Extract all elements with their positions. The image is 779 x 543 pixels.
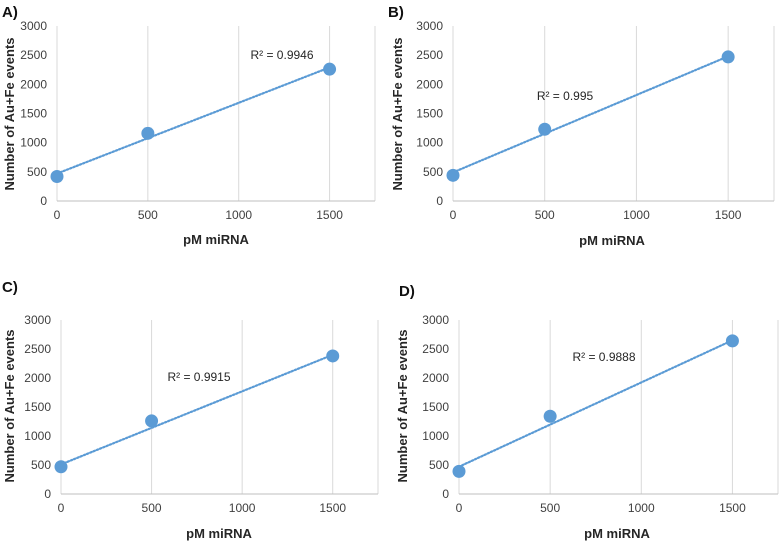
data-point xyxy=(145,414,159,428)
y-tick-labels: 0 500 1000 1500 2000 2500 3000 xyxy=(20,19,47,208)
data-point xyxy=(323,62,337,76)
x-tick-label: 500 xyxy=(138,208,158,222)
panel-label: A) xyxy=(2,4,18,21)
x-tick-labels: 0 500 1000 1500 xyxy=(58,501,347,515)
x-tick-label: 1000 xyxy=(229,501,256,515)
y-tick-label: 3000 xyxy=(422,313,449,327)
x-tick-label: 500 xyxy=(540,501,560,515)
y-axis-title: Number of Au+Fe events xyxy=(390,37,405,190)
y-tick-label: 0 xyxy=(40,194,47,208)
trendline xyxy=(451,55,730,174)
r-squared-label: R² = 0.9946 xyxy=(250,48,313,62)
y-tick-label: 0 xyxy=(44,487,51,501)
panel-label: B) xyxy=(388,4,404,21)
panel-d: D) 0 500 1000 1500 2000 2500 3000 0 500 1000 1500… xyxy=(395,283,779,541)
data-point xyxy=(50,170,64,183)
r-squared-label: R² = 0.9888 xyxy=(572,350,635,364)
x-tick-label: 1000 xyxy=(628,501,655,515)
x-axis-title: pM miRNA xyxy=(579,233,645,248)
trendline xyxy=(59,353,334,466)
x-tick-labels: 0 500 1000 1500 xyxy=(450,208,742,222)
x-tick-label: 1500 xyxy=(319,501,346,515)
x-tick-label: 0 xyxy=(456,501,463,515)
data-point xyxy=(452,464,466,478)
y-tick-label: 2500 xyxy=(24,342,51,356)
x-tick-label: 0 xyxy=(450,208,457,222)
y-tick-label: 500 xyxy=(31,458,51,472)
y-tick-label: 0 xyxy=(442,487,449,501)
x-tick-label: 1500 xyxy=(719,501,746,515)
data-points xyxy=(446,50,735,182)
grid xyxy=(56,26,376,202)
y-tick-label: 1500 xyxy=(416,107,443,121)
data-points xyxy=(54,349,340,474)
x-tick-label: 500 xyxy=(535,208,555,222)
y-tick-label: 3000 xyxy=(416,19,443,33)
y-tick-label: 2500 xyxy=(422,342,449,356)
r-squared-label: R² = 0.9915 xyxy=(167,370,230,384)
panel-c: C) 0 500 1000 1500 2000 2500 3000 0 500 1000 1500… xyxy=(2,279,379,541)
x-tick-labels: 0 500 1000 1500 xyxy=(54,208,344,222)
panel-b: B) 0 500 1000 1500 2000 2500 3000 0 500 1000 1500… xyxy=(388,4,775,248)
y-tick-label: 1500 xyxy=(20,107,47,121)
trendline xyxy=(457,339,734,468)
y-tick-label: 1500 xyxy=(422,400,449,414)
y-tick-label: 1500 xyxy=(24,400,51,414)
y-tick-label: 0 xyxy=(436,194,443,208)
y-tick-label: 500 xyxy=(27,165,47,179)
x-tick-label: 1000 xyxy=(225,208,252,222)
panel-label: D) xyxy=(399,283,415,300)
x-tick-label: 0 xyxy=(58,501,65,515)
panel-label: C) xyxy=(2,279,18,296)
data-point xyxy=(725,334,739,348)
y-tick-label: 500 xyxy=(429,458,449,472)
y-tick-label: 1000 xyxy=(416,136,443,150)
y-tick-labels: 0 500 1000 1500 2000 2500 3000 xyxy=(422,313,449,501)
y-tick-label: 500 xyxy=(423,165,443,179)
grid xyxy=(60,320,379,495)
x-tick-label: 1500 xyxy=(316,208,343,222)
x-axis-title: pM miRNA xyxy=(186,526,252,541)
data-point xyxy=(538,122,552,136)
data-points xyxy=(452,334,739,478)
y-tick-label: 1000 xyxy=(20,136,47,150)
y-axis-title: Number of Au+Fe events xyxy=(395,329,410,482)
data-points xyxy=(50,62,337,183)
y-tick-labels: 0 500 1000 1500 2000 2500 3000 xyxy=(416,19,443,208)
x-tick-label: 1000 xyxy=(623,208,650,222)
y-tick-label: 2000 xyxy=(416,77,443,91)
x-tick-label: 1500 xyxy=(715,208,742,222)
trendline xyxy=(55,66,331,175)
x-tick-labels: 0 500 1000 1500 xyxy=(456,501,746,515)
data-point xyxy=(54,460,68,474)
grid xyxy=(452,26,775,202)
y-tick-label: 1000 xyxy=(422,429,449,443)
y-tick-labels: 0 500 1000 1500 2000 2500 3000 xyxy=(24,313,51,501)
data-point xyxy=(326,349,340,363)
data-point xyxy=(446,168,460,182)
y-tick-label: 2000 xyxy=(24,371,51,385)
y-tick-label: 2500 xyxy=(416,48,443,62)
y-axis-title: Number of Au+Fe events xyxy=(2,329,17,482)
r-squared-label: R² = 0.995 xyxy=(537,89,594,103)
y-tick-label: 2000 xyxy=(20,77,47,91)
y-tick-label: 2000 xyxy=(422,371,449,385)
x-axis-title: pM miRNA xyxy=(183,232,249,247)
y-tick-label: 1000 xyxy=(24,429,51,443)
y-tick-label: 3000 xyxy=(20,19,47,33)
y-tick-label: 3000 xyxy=(24,313,51,327)
x-tick-label: 0 xyxy=(54,208,61,222)
y-tick-label: 2500 xyxy=(20,48,47,62)
panel-a: A) 0 500 1000 1500 2000 2500 3000 0 500 1000 1500… xyxy=(2,4,376,247)
y-axis-title: Number of Au+Fe events xyxy=(2,37,17,190)
data-point xyxy=(141,126,155,140)
x-axis-title: pM miRNA xyxy=(584,526,650,541)
data-point xyxy=(543,409,557,423)
data-point xyxy=(721,50,735,64)
x-tick-label: 500 xyxy=(142,501,162,515)
